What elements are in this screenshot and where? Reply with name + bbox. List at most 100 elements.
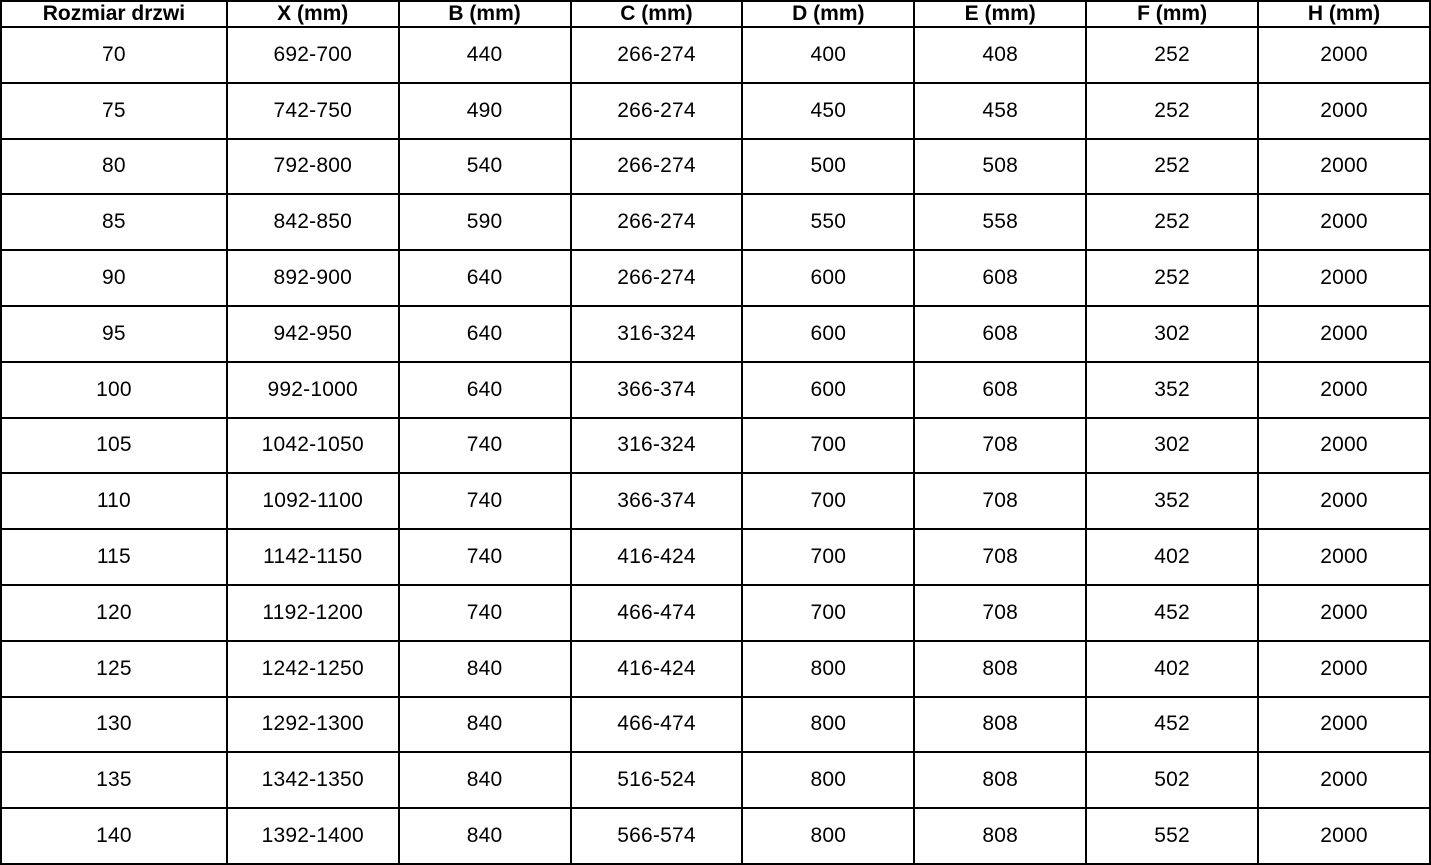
table-cell: 840: [397, 695, 572, 754]
table-cell: 1242-1250: [225, 639, 400, 698]
table-cell: 252: [1085, 26, 1260, 84]
table-cell: 70: [0, 26, 228, 84]
table-row: 85 842-850 590 266-274 550 558 252 2000: [0, 193, 1431, 252]
table-cell: 566-574: [569, 807, 744, 865]
table-cell: 540: [397, 137, 572, 196]
table-cell: 125: [0, 639, 228, 698]
table-cell: 75: [0, 81, 228, 140]
table-row: 105 1042-1050 740 316-324 700 708 302 2000: [0, 416, 1431, 475]
table-cell: 1042-1050: [225, 416, 400, 475]
table-cell: 600: [741, 360, 916, 419]
table-cell: 792-800: [225, 137, 400, 196]
table-cell: 402: [1085, 639, 1260, 698]
table-cell: 316-324: [569, 416, 744, 475]
table-cell: 808: [913, 639, 1088, 698]
table-row: 130 1292-1300 840 466-474 800 808 452 2000: [0, 695, 1431, 754]
table-cell: 740: [397, 416, 572, 475]
table-cell: 608: [913, 304, 1088, 363]
table-cell: 640: [397, 304, 572, 363]
table-cell: 2000: [1257, 249, 1431, 307]
table-row: 125 1242-1250 840 416-424 800 808 402 2000: [0, 639, 1431, 698]
table-cell: 302: [1085, 304, 1260, 363]
table-cell: 452: [1085, 583, 1260, 642]
table-row: 100 992-1000 640 366-374 600 608 352 2000: [0, 360, 1431, 419]
table-cell: 640: [397, 360, 572, 419]
table-cell: 266-274: [569, 81, 744, 140]
table-cell: 440: [397, 26, 572, 84]
table-cell: 840: [397, 751, 572, 810]
table-cell: 450: [741, 81, 916, 140]
table-cell: 2000: [1257, 639, 1431, 698]
table-cell: 266-274: [569, 249, 744, 307]
table-cell: 708: [913, 472, 1088, 531]
table-cell: 502: [1085, 751, 1260, 810]
table-cell: 466-474: [569, 583, 744, 642]
table-row: 110 1092-1100 740 366-374 700 708 352 2000: [0, 472, 1431, 531]
table-cell: 2000: [1257, 26, 1431, 84]
table-cell: 508: [913, 137, 1088, 196]
table-cell: 2000: [1257, 81, 1431, 140]
table-row: 90 892-900 640 266-274 600 608 252 2000: [0, 249, 1431, 307]
table-cell: 2000: [1257, 583, 1431, 642]
table-cell: 590: [397, 193, 572, 252]
table-cell: 252: [1085, 249, 1260, 307]
table-cell: 135: [0, 751, 228, 810]
table-cell: 400: [741, 26, 916, 84]
table-cell: 1292-1300: [225, 695, 400, 754]
table-cell: 302: [1085, 416, 1260, 475]
table-cell: 1092-1100: [225, 472, 400, 531]
table-cell: 558: [913, 193, 1088, 252]
table-cell: 942-950: [225, 304, 400, 363]
table-cell: 800: [741, 807, 916, 865]
table-cell: 85: [0, 193, 228, 252]
column-header: E (mm): [913, 0, 1088, 28]
table-cell: 800: [741, 751, 916, 810]
table-cell: 808: [913, 807, 1088, 865]
table-header-row: Rozmiar drzwi X (mm) B (mm) C (mm) D (mm) E (…: [0, 0, 1431, 28]
table-cell: 2000: [1257, 751, 1431, 810]
table-cell: 708: [913, 583, 1088, 642]
table-cell: 600: [741, 249, 916, 307]
table-cell: 416-424: [569, 639, 744, 698]
table-row: 95 942-950 640 316-324 600 608 302 2000: [0, 304, 1431, 363]
table-cell: 608: [913, 360, 1088, 419]
table-cell: 1142-1150: [225, 528, 400, 586]
table-cell: 700: [741, 416, 916, 475]
table-cell: 252: [1085, 193, 1260, 252]
table-cell: 808: [913, 695, 1088, 754]
table-cell: 490: [397, 81, 572, 140]
table-cell: 100: [0, 360, 228, 419]
table-cell: 252: [1085, 81, 1260, 140]
table-cell: 95: [0, 304, 228, 363]
table-cell: 115: [0, 528, 228, 586]
table-cell: 352: [1085, 360, 1260, 419]
table-cell: 2000: [1257, 807, 1431, 865]
table-cell: 1192-1200: [225, 583, 400, 642]
column-header: C (mm): [569, 0, 744, 28]
table-cell: 692-700: [225, 26, 400, 84]
table-row: 70 692-700 440 266-274 400 408 252 2000: [0, 26, 1431, 84]
table-cell: 2000: [1257, 695, 1431, 754]
table-header: Rozmiar drzwi X (mm) B (mm) C (mm) D (mm) E (…: [0, 0, 1431, 28]
table-cell: 516-524: [569, 751, 744, 810]
table-cell: 80: [0, 137, 228, 196]
column-header: F (mm): [1085, 0, 1260, 28]
table-cell: 110: [0, 472, 228, 531]
table-cell: 800: [741, 695, 916, 754]
table-cell: 740: [397, 472, 572, 531]
table-cell: 740: [397, 583, 572, 642]
table-cell: 352: [1085, 472, 1260, 531]
table-cell: 1342-1350: [225, 751, 400, 810]
table-row: 75 742-750 490 266-274 450 458 252 2000: [0, 81, 1431, 140]
table-cell: 2000: [1257, 360, 1431, 419]
table-cell: 2000: [1257, 193, 1431, 252]
table-cell: 366-374: [569, 360, 744, 419]
table-cell: 700: [741, 528, 916, 586]
table-cell: 452: [1085, 695, 1260, 754]
table-cell: 700: [741, 583, 916, 642]
table-cell: 808: [913, 751, 1088, 810]
table-cell: 552: [1085, 807, 1260, 865]
table-cell: 700: [741, 472, 916, 531]
table-cell: 466-474: [569, 695, 744, 754]
